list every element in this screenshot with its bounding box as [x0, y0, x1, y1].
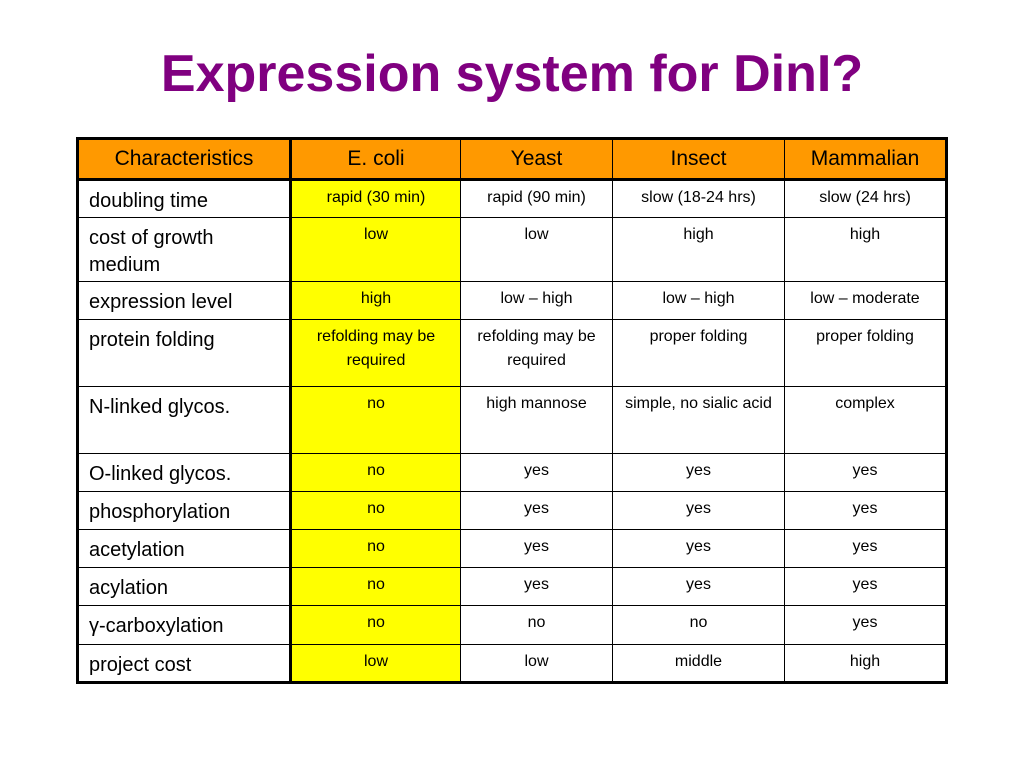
table-row: phosphorylation no yes yes yes: [77, 491, 947, 530]
table-row: acylation no yes yes yes: [77, 567, 947, 606]
cell-mammalian: slow (24 hrs): [784, 179, 947, 218]
cell-yeast: no: [460, 605, 613, 645]
cell-mammalian: low – moderate: [784, 281, 947, 320]
row-label: phosphorylation: [77, 491, 292, 530]
cell-yeast: yes: [460, 453, 613, 492]
cell-ecoli: low: [290, 644, 461, 683]
row-label: γ-carboxylation: [77, 605, 292, 645]
row-label: acetylation: [77, 529, 292, 568]
cell-mammalian: complex: [784, 386, 947, 454]
expression-system-table: Characteristics E. coli Yeast Insect Mam…: [76, 137, 948, 684]
cell-ecoli: refolding may be required: [290, 319, 461, 387]
row-label: O-linked glycos.: [77, 453, 292, 492]
row-label: expression level: [77, 281, 292, 320]
cell-yeast: low: [460, 217, 613, 282]
cell-insect: simple, no sialic acid: [612, 386, 785, 454]
table-row: acetylation no yes yes yes: [77, 529, 947, 568]
cell-yeast: low: [460, 644, 613, 683]
row-label: cost of growth medium: [77, 217, 292, 282]
row-label: doubling time: [77, 179, 292, 218]
cell-ecoli: no: [290, 453, 461, 492]
cell-yeast: yes: [460, 529, 613, 568]
cell-ecoli: no: [290, 605, 461, 645]
cell-yeast: refolding may be required: [460, 319, 613, 387]
cell-yeast: rapid (90 min): [460, 179, 613, 218]
cell-ecoli: high: [290, 281, 461, 320]
row-label: acylation: [77, 567, 292, 606]
table-row: project cost low low middle high: [77, 644, 947, 683]
cell-yeast: yes: [460, 567, 613, 606]
table-row: protein folding refolding may be require…: [77, 319, 947, 387]
cell-insect: no: [612, 605, 785, 645]
cell-yeast: yes: [460, 491, 613, 530]
cell-insect: high: [612, 217, 785, 282]
cell-mammalian: high: [784, 217, 947, 282]
cell-ecoli: no: [290, 386, 461, 454]
cell-insect: slow (18-24 hrs): [612, 179, 785, 218]
row-label: project cost: [77, 644, 292, 683]
row-label: protein folding: [77, 319, 292, 387]
cell-insect: yes: [612, 567, 785, 606]
cell-insect: middle: [612, 644, 785, 683]
cell-mammalian: yes: [784, 529, 947, 568]
table-row: expression level high low – high low – h…: [77, 281, 947, 320]
cell-ecoli: no: [290, 567, 461, 606]
cell-mammalian: proper folding: [784, 319, 947, 387]
header-characteristics: Characteristics: [77, 138, 292, 181]
cell-mammalian: yes: [784, 605, 947, 645]
table-row: doubling time rapid (30 min) rapid (90 m…: [77, 179, 947, 218]
cell-ecoli: rapid (30 min): [290, 179, 461, 218]
cell-insect: proper folding: [612, 319, 785, 387]
cell-insect: yes: [612, 529, 785, 568]
header-ecoli: E. coli: [290, 138, 461, 181]
header-insect: Insect: [612, 138, 785, 181]
cell-mammalian: yes: [784, 567, 947, 606]
header-yeast: Yeast: [460, 138, 613, 181]
table-header-row: Characteristics E. coli Yeast Insect Mam…: [77, 138, 947, 181]
cell-yeast: high mannose: [460, 386, 613, 454]
cell-insect: yes: [612, 491, 785, 530]
table-row: cost of growth medium low low high high: [77, 217, 947, 282]
cell-ecoli: low: [290, 217, 461, 282]
slide-title: Expression system for DinI?: [160, 45, 864, 103]
cell-ecoli: no: [290, 529, 461, 568]
cell-mammalian: yes: [784, 453, 947, 492]
cell-mammalian: yes: [784, 491, 947, 530]
table-row: O-linked glycos. no yes yes yes: [77, 453, 947, 492]
cell-ecoli: no: [290, 491, 461, 530]
row-label: N-linked glycos.: [77, 386, 292, 454]
cell-yeast: low – high: [460, 281, 613, 320]
cell-mammalian: high: [784, 644, 947, 683]
table-row: N-linked glycos. no high mannose simple,…: [77, 386, 947, 454]
cell-insect: yes: [612, 453, 785, 492]
table-row: γ-carboxylation no no no yes: [77, 605, 947, 645]
header-mammalian: Mammalian: [784, 138, 947, 181]
cell-insect: low – high: [612, 281, 785, 320]
